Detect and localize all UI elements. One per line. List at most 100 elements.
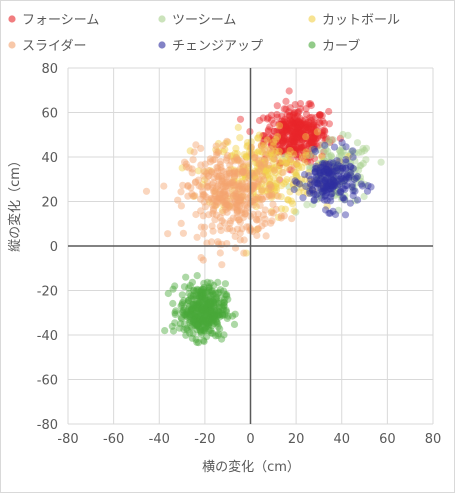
data-point	[284, 196, 292, 204]
data-point	[239, 192, 247, 200]
data-point	[217, 180, 225, 189]
data-point	[202, 323, 210, 331]
data-point	[294, 145, 302, 153]
data-point	[330, 182, 338, 190]
data-point	[228, 152, 236, 160]
data-point	[339, 147, 347, 155]
data-point	[256, 195, 264, 203]
data-point	[190, 310, 198, 318]
data-point	[218, 310, 227, 318]
data-point	[277, 212, 285, 220]
data-point	[214, 164, 222, 172]
data-point	[197, 292, 206, 300]
data-point	[311, 130, 319, 138]
data-point	[201, 325, 209, 333]
data-point	[199, 326, 207, 334]
data-point	[231, 157, 239, 165]
data-point	[253, 169, 261, 177]
data-point	[207, 327, 215, 335]
data-point	[201, 203, 209, 211]
data-point	[275, 152, 283, 160]
data-point	[207, 309, 215, 317]
legend-label: カーブ	[322, 38, 360, 54]
data-point	[200, 307, 208, 315]
data-point	[187, 308, 195, 316]
data-point	[234, 168, 242, 176]
data-point	[215, 288, 223, 296]
data-point	[276, 161, 284, 170]
data-point	[287, 158, 295, 166]
data-point	[195, 312, 204, 320]
data-point	[298, 119, 306, 127]
data-point	[201, 160, 209, 168]
data-point	[252, 215, 260, 223]
data-point	[326, 209, 334, 217]
data-point	[212, 316, 220, 324]
data-point	[201, 294, 209, 302]
data-point	[294, 129, 302, 138]
data-point	[199, 285, 207, 293]
data-point	[287, 121, 295, 130]
data-point	[302, 182, 310, 190]
data-point	[219, 208, 227, 217]
data-point	[210, 179, 218, 187]
data-point	[277, 144, 285, 152]
data-point	[206, 301, 215, 309]
data-point	[335, 180, 344, 189]
x-tick-label: 80	[425, 432, 442, 447]
data-point	[185, 164, 193, 172]
data-point	[264, 153, 272, 161]
data-point	[292, 130, 300, 139]
data-point	[210, 311, 218, 319]
data-point	[255, 175, 263, 184]
data-point	[197, 183, 205, 191]
data-point	[269, 174, 278, 182]
data-point	[331, 161, 339, 169]
data-point	[330, 168, 338, 176]
data-point	[193, 304, 201, 312]
data-point	[290, 139, 298, 147]
data-point	[311, 169, 319, 177]
data-point	[239, 186, 247, 194]
data-point	[345, 168, 353, 176]
data-point	[261, 161, 269, 169]
data-point	[314, 183, 322, 192]
data-point	[292, 144, 301, 152]
data-point	[238, 209, 246, 217]
data-point	[276, 125, 285, 133]
data-point	[294, 133, 302, 141]
data-point	[317, 180, 325, 188]
data-point	[185, 284, 193, 292]
data-point	[220, 301, 228, 310]
legend-label: フォーシーム	[22, 13, 99, 28]
data-point	[183, 310, 191, 318]
data-point	[265, 185, 273, 193]
data-point	[179, 229, 187, 237]
data-point	[305, 100, 313, 108]
data-point	[351, 149, 359, 157]
data-point	[304, 189, 312, 197]
data-point	[330, 174, 338, 182]
data-point	[235, 185, 243, 193]
data-point	[264, 161, 272, 169]
x-tick-label: -40	[149, 432, 170, 447]
data-point	[214, 311, 222, 319]
data-point	[191, 192, 199, 200]
data-point	[288, 175, 296, 184]
data-point	[224, 151, 232, 160]
data-point	[234, 167, 243, 175]
data-point	[327, 165, 335, 173]
data-point	[193, 313, 201, 321]
data-point	[289, 200, 297, 208]
data-point	[287, 118, 295, 126]
data-point	[196, 327, 204, 335]
data-point	[207, 288, 216, 296]
data-point	[230, 198, 238, 206]
data-point	[316, 176, 324, 185]
data-point	[259, 114, 267, 122]
data-point	[305, 148, 313, 156]
data-point	[203, 304, 211, 312]
data-point	[303, 135, 311, 143]
data-point	[171, 309, 179, 317]
data-point	[296, 114, 304, 122]
